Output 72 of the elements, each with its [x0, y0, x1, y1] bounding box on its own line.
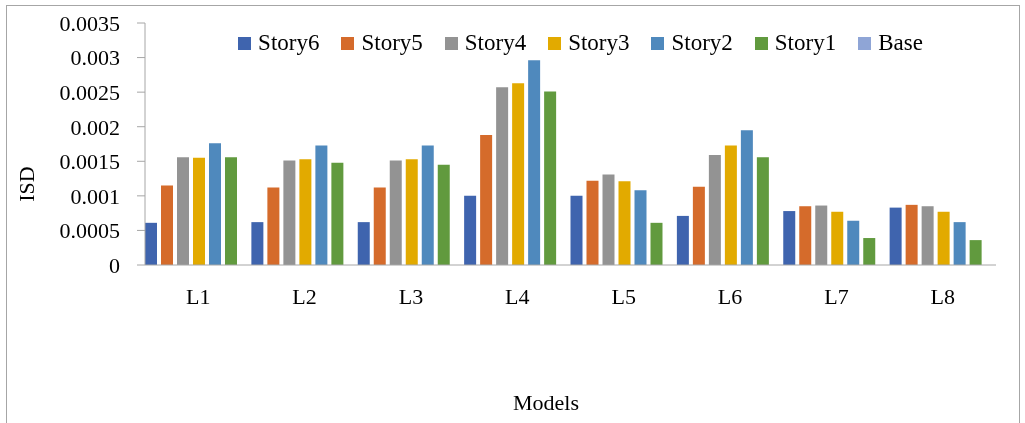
- bar: [405, 159, 418, 265]
- legend-label: Story1: [774, 30, 837, 56]
- y-tick-label: 0: [109, 252, 120, 278]
- bar: [863, 238, 876, 265]
- bar: [692, 186, 705, 265]
- bar: [708, 155, 721, 265]
- bar: [267, 187, 280, 265]
- bar: [740, 130, 753, 265]
- bar: [570, 195, 583, 265]
- bar: [921, 206, 934, 265]
- bar: [251, 222, 264, 265]
- x-axis-title: Models: [512, 390, 580, 416]
- bar: [209, 143, 221, 265]
- bar: [437, 164, 450, 265]
- y-tick-label: 0.002: [70, 114, 120, 140]
- bar: [177, 157, 189, 265]
- bar: [969, 240, 982, 265]
- x-tick-label: L8: [930, 283, 956, 309]
- legend-label: Story3: [568, 30, 630, 56]
- x-tick-label: L5: [611, 283, 636, 309]
- bar: [756, 157, 769, 265]
- bar: [480, 135, 493, 265]
- bar: [937, 211, 950, 265]
- bar: [634, 190, 647, 265]
- bar: [496, 87, 509, 265]
- x-tick-label: L7: [824, 283, 849, 309]
- bar: [724, 145, 737, 265]
- bar: [299, 159, 312, 265]
- bar: [193, 157, 205, 265]
- bar: [161, 185, 173, 265]
- legend-label: Base: [878, 30, 923, 56]
- bar: [544, 91, 557, 265]
- bar: [889, 207, 902, 265]
- x-tick-label: L1: [185, 283, 211, 309]
- bar: [953, 222, 966, 265]
- bar: [586, 180, 599, 265]
- bar: [512, 83, 525, 265]
- x-tick-label: L4: [505, 283, 530, 309]
- bar: [831, 211, 844, 265]
- y-tick-label: 0.0015: [59, 149, 120, 175]
- bar: [602, 174, 615, 265]
- bar: [464, 195, 477, 265]
- x-tick-label: L2: [292, 283, 317, 309]
- legend-label: Story6: [258, 30, 320, 56]
- bar: [373, 187, 386, 265]
- legend-label: Story4: [464, 30, 527, 56]
- bar: [905, 204, 918, 265]
- bar: [783, 211, 796, 265]
- bar: [283, 160, 296, 265]
- bar: [389, 160, 402, 265]
- y-tick-label: 0.003: [70, 45, 120, 71]
- bar: [357, 222, 370, 265]
- legend-label: Story5: [361, 30, 423, 56]
- y-axis-title: ISD: [14, 166, 40, 202]
- bar: [847, 220, 860, 265]
- x-tick-label: L6: [717, 283, 743, 309]
- bar: [528, 60, 541, 265]
- bar: [618, 181, 631, 265]
- bar: [421, 145, 434, 265]
- y-tick-label: 0.0035: [59, 10, 120, 36]
- y-tick-label: 0.001: [70, 183, 120, 209]
- bar: [225, 157, 237, 265]
- legend-label: Story2: [671, 30, 733, 56]
- bar: [676, 215, 689, 265]
- bar: [650, 222, 663, 265]
- x-tick-label: L3: [398, 283, 424, 309]
- y-tick-label: 0.0025: [59, 79, 120, 105]
- bar: [315, 145, 328, 265]
- bar: [331, 162, 344, 265]
- bar: [815, 205, 828, 265]
- bar: [799, 206, 812, 265]
- y-tick-label: 0.0005: [59, 218, 120, 244]
